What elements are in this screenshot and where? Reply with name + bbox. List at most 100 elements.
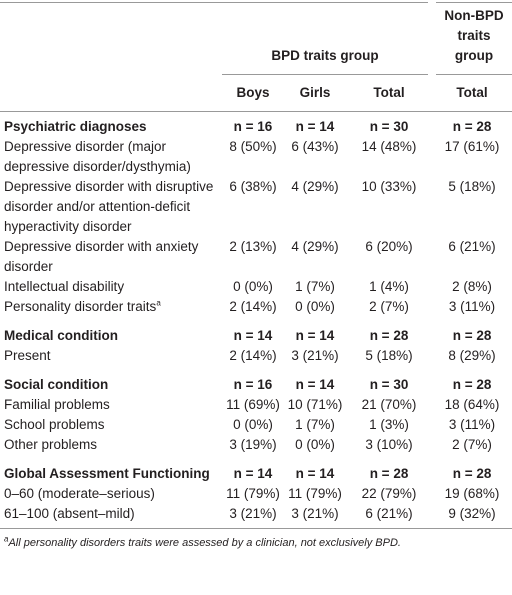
sample-size: n = 28 — [452, 377, 492, 392]
cell: 2 (14%) — [229, 348, 277, 363]
cell: 3 (10%) — [365, 437, 413, 452]
sample-size: n = 30 — [369, 377, 409, 392]
cell: 8 (29%) — [448, 348, 496, 363]
cell: 18 (64%) — [444, 397, 500, 412]
cell: 1 (7%) — [295, 279, 335, 294]
section-title: Global Assessment Functioning — [4, 466, 210, 481]
data-row: Other problems 3 (19%) 0 (0%) 3 (10%) 2 (7%) — [0, 435, 512, 459]
data-row: Depressive disorder (major depressive di… — [0, 137, 512, 177]
header-blank — [0, 3, 222, 75]
cell: 2 (8%) — [452, 279, 492, 294]
section-row: Medical condition n = 14 n = 14 n = 28 n = 2… — [0, 321, 512, 346]
row-label: Personality disorder traitsa — [0, 297, 222, 321]
data-row: 61–100 (absent–mild) 3 (21%) 3 (21%) 6 (21%… — [0, 504, 512, 529]
section: Global Assessment Functioning n = 14 n = 1… — [0, 459, 512, 529]
row-label: Other problems — [0, 435, 222, 459]
cell: 1 (7%) — [295, 417, 335, 432]
row-label: Depressive disorder (major depressive di… — [0, 137, 222, 177]
section-title: Medical condition — [4, 328, 119, 343]
cell: 14 (48%) — [361, 139, 417, 154]
sample-size: n = 14 — [233, 328, 273, 343]
data-row: Present 2 (14%) 3 (21%) 5 (18%) 8 (29%) — [0, 346, 512, 370]
sample-size: n = 14 — [295, 119, 335, 134]
section: Social condition n = 16 n = 14 n = 30 n = 28… — [0, 370, 512, 459]
footnote-marker: a — [156, 298, 161, 308]
row-label: School problems — [0, 415, 222, 435]
section-row: Global Assessment Functioning n = 14 n = 1… — [0, 459, 512, 484]
row-label: Depressive disorder with disruptive diso… — [0, 177, 222, 237]
cell: 6 (21%) — [365, 506, 413, 521]
sample-size: n = 14 — [295, 377, 335, 392]
sample-size: n = 28 — [452, 466, 492, 481]
row-label-text: 0–60 (moderate–serious) — [4, 486, 155, 501]
cell: 1 (4%) — [369, 279, 409, 294]
sample-size: n = 28 — [369, 328, 409, 343]
sample-size: n = 14 — [295, 328, 335, 343]
cell: 10 (71%) — [287, 397, 343, 412]
cell: 1 (3%) — [369, 417, 409, 432]
cell: 8 (50%) — [229, 139, 277, 154]
group-header: Non-BPD traits group — [428, 2, 512, 75]
data-row: Intellectual disability 0 (0%) 1 (7%) 1 (4%… — [0, 277, 512, 297]
cell: 5 (18%) — [448, 179, 496, 194]
table: BPD traits group Non-BPD traits group Bo… — [0, 2, 512, 529]
cell: 4 (29%) — [291, 239, 339, 254]
cell: 21 (70%) — [361, 397, 417, 412]
cell: 17 (61%) — [444, 139, 500, 154]
cell: 2 (7%) — [452, 437, 492, 452]
column-header: Boys — [222, 74, 284, 112]
column-header: Girls — [284, 74, 346, 112]
footnote: aAll personality disorders traits were a… — [0, 529, 512, 549]
cell: 3 (21%) — [291, 348, 339, 363]
cell: 5 (18%) — [365, 348, 413, 363]
cell: 4 (29%) — [291, 179, 339, 194]
header-blank — [0, 74, 222, 112]
cell: 6 (38%) — [229, 179, 277, 194]
sample-size: n = 28 — [452, 119, 492, 134]
sample-size: n = 16 — [233, 119, 273, 134]
row-label: Intellectual disability — [0, 277, 222, 297]
row-label-text: Intellectual disability — [4, 279, 125, 294]
sample-size: n = 16 — [233, 377, 273, 392]
data-row: School problems 0 (0%) 1 (7%) 1 (3%) 3 (11%) — [0, 415, 512, 435]
cell: 19 (68%) — [444, 486, 500, 501]
row-label-text: Depressive disorder (major depressive di… — [4, 139, 191, 174]
cell: 22 (79%) — [361, 486, 417, 501]
column-header: Total — [346, 74, 433, 112]
cell: 0 (0%) — [233, 279, 273, 294]
cell: 3 (11%) — [448, 299, 496, 314]
row-label: Depressive disorder with anxiety disorde… — [0, 237, 222, 277]
row-label-text: Depressive disorder with anxiety disorde… — [4, 239, 199, 274]
cell: 2 (7%) — [369, 299, 409, 314]
cell: 10 (33%) — [361, 179, 417, 194]
cell: 2 (14%) — [229, 299, 277, 314]
cell: 0 (0%) — [295, 437, 335, 452]
cell: 6 (21%) — [448, 239, 496, 254]
data-row: Personality disorder traitsa 2 (14%) 0 (0%… — [0, 297, 512, 321]
sample-size: n = 28 — [452, 328, 492, 343]
section: Psychiatric diagnoses n = 16 n = 14 n = 30 n… — [0, 112, 512, 322]
sample-size: n = 30 — [369, 119, 409, 134]
row-label: 61–100 (absent–mild) — [0, 504, 222, 529]
cell: 9 (32%) — [448, 506, 496, 521]
cell: 3 (21%) — [229, 506, 277, 521]
row-label-text: Present — [4, 348, 51, 363]
footnote-text: All personality disorders traits were as… — [8, 537, 401, 549]
cell: 0 (0%) — [295, 299, 335, 314]
row-label-text: Familial problems — [4, 397, 110, 412]
sample-size: n = 28 — [369, 466, 409, 481]
data-row: Depressive disorder with anxiety disorde… — [0, 237, 512, 277]
row-label: 0–60 (moderate–serious) — [0, 484, 222, 504]
section-title: Psychiatric diagnoses — [4, 119, 147, 134]
row-label-text: School problems — [4, 417, 105, 432]
sample-size: n = 14 — [295, 466, 335, 481]
section-row: Social condition n = 16 n = 14 n = 30 n = 28 — [0, 370, 512, 395]
section-row: Psychiatric diagnoses n = 16 n = 14 n = 30 n… — [0, 112, 512, 138]
row-label-text: Personality disorder traits — [4, 299, 157, 314]
row-label-text: 61–100 (absent–mild) — [4, 506, 135, 521]
column-header: Total — [432, 74, 512, 112]
cell: 11 (69%) — [226, 397, 280, 412]
group-header: BPD traits group — [222, 2, 433, 75]
cell: 11 (79%) — [226, 486, 280, 501]
